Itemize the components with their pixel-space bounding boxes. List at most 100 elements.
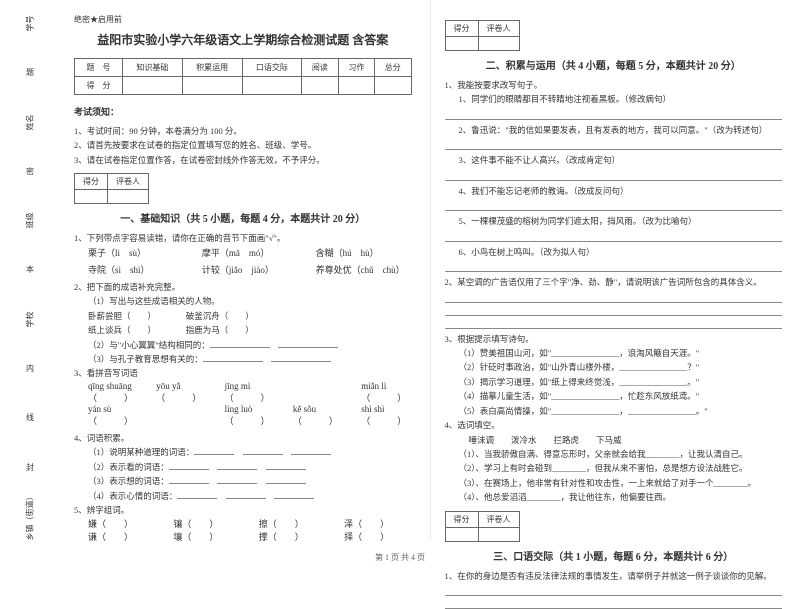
q5: 5、辨字组词。 — [74, 503, 412, 517]
th: 知识基础 — [123, 59, 183, 77]
margin-dash: 本 — [26, 264, 34, 275]
r-q4-item: （2）、学习上有时会碰到________，但我从来不害怕，总是想方设法战胜它。 — [445, 461, 783, 475]
margin-dash: 题 — [26, 67, 34, 78]
q2-sub: 卧薪尝胆（ ） 破釜沉舟（ ） — [74, 309, 412, 323]
answer-line — [445, 140, 783, 150]
r-sec3-q: 1、在你的身边是否有违反法律法规的事情发生，请举例子并就这一例子谈谈你的见解。 — [445, 569, 783, 583]
py: （ ） — [156, 391, 206, 404]
q1-cell: 栗子（lì sù） — [88, 246, 184, 259]
q1-cell: 养尊处优（chǔ chù） — [316, 263, 412, 276]
q3-row: （ ） （ ） （ ） （ ） — [74, 391, 412, 404]
py: líng luò — [225, 404, 275, 414]
margin-label-school: 学校 — [25, 311, 36, 327]
txt: （4）表示心情的词语： — [88, 491, 177, 501]
q4-sub: （2）表示看的词语： — [74, 460, 412, 474]
answer-line — [445, 586, 783, 596]
r-q4-item: （4）、他总爱滔滔________，我让他往东，他偏要往西。 — [445, 490, 783, 504]
r-q1: 1、我能按要求改写句子。 — [445, 78, 783, 92]
r-q3-item: （2）针砭时事政治，如"山外青山楼外楼，________________？" — [445, 360, 783, 374]
confidential-note: 绝密★启用前 — [74, 14, 412, 25]
q2-sub: （1）写出与这些成语相关的人物。 — [74, 294, 412, 308]
score-summary-table: 题 号 知识基础 积累运用 口语交际 阅读 习作 总分 得 分 — [74, 58, 412, 95]
cell: 得分 — [445, 511, 478, 527]
r-q3-item: （5）表白高尚情操，如"________________，___________… — [445, 404, 783, 418]
q4-sub: （3）表示想的词语： — [74, 474, 412, 488]
right-column: 得分评卷人 二、积累与运用（共 4 小题，每题 5 分，本题共计 20 分） 1… — [430, 0, 800, 540]
r-q1-item: 3、这件事不能不让人高兴。（改成肯定句） — [445, 153, 783, 167]
notice-item: 1、考试时间：90 分钟，本卷满分为 100 分。 — [74, 124, 412, 138]
r-q4: 4、选词填空。 — [445, 418, 783, 432]
txt: （1）说明某种道理的词语： — [88, 447, 194, 457]
answer-line — [445, 110, 783, 120]
margin-dash: 封 — [26, 462, 34, 473]
py: （ ） — [361, 414, 411, 427]
py: yōu yǎ — [156, 381, 206, 391]
q1-row: 栗子（lì sù） 摩平（mā mó） 含糊（hú hù） — [74, 246, 412, 259]
answer-line — [445, 201, 783, 211]
section-1-title: 一、基础知识（共 5 小题，每题 4 分，本题共计 20 分） — [74, 210, 412, 225]
py: （ ） — [88, 391, 138, 404]
answer-line — [445, 306, 783, 316]
py: kě sǒu — [293, 404, 343, 414]
cell: 撑（ ） — [259, 530, 326, 543]
q4-sub: （4）表示心情的词语： — [74, 489, 412, 503]
page-footer: 第 1 页 共 4 页 — [0, 552, 800, 563]
r-q1-item: 4、我们不能忘记老师的教诲。（改成反问句） — [445, 184, 783, 198]
cell: 择（ ） — [344, 530, 411, 543]
py — [156, 414, 206, 427]
q2: 2、把下面的成语补充完整。 — [74, 280, 412, 294]
notice-heading: 考试须知： — [74, 105, 412, 118]
answer-line — [445, 293, 783, 303]
r-q4-words: 唾沫调 泼冷水 拦路虎 下马威 — [445, 433, 783, 447]
r-q1-item: 2、鲁迅说："我的信如果要发表，且有发表的地方，我可以同意。"（改为转述句） — [445, 123, 783, 137]
r-q3: 3、根据提示填写诗句。 — [445, 332, 783, 346]
cell: 评卷人 — [108, 174, 149, 190]
q5-row: 谦（ ） 壤（ ） 撑（ ） 择（ ） — [74, 530, 412, 543]
answer-line — [445, 319, 783, 329]
th: 总分 — [375, 59, 411, 77]
q1: 1、下列带点字容易读错，请你在正确的音节下面画"√"。 — [74, 231, 412, 245]
py: miǎn lì — [361, 381, 411, 391]
left-column: 绝密★启用前 益阳市实验小学六年级语文上学期综合检测试题 含答案 题 号 知识基… — [60, 0, 430, 540]
cell: 擦（ ） — [259, 517, 326, 530]
margin-label-town: 乡镇（街道） — [25, 492, 36, 540]
q3-row: qīng shuāng yōu yǎ jīng mì miǎn lì — [74, 381, 412, 391]
py — [156, 404, 206, 414]
th: 习作 — [338, 59, 374, 77]
r-q1-item: 5、一棵棵茂盛的榕树为同学们遮太阳，挡风雨。（改为比喻句） — [445, 214, 783, 228]
q2-sub: （2）与"小心翼翼"结构相同的： — [74, 338, 412, 352]
row-label: 得 分 — [75, 77, 123, 95]
py: （ ） — [225, 391, 275, 404]
answer-line — [445, 171, 783, 181]
r-q4-item: （3）、在赛场上，他非常有针对性和攻击性，一上来就给了对手一个________。 — [445, 476, 783, 490]
cell: 得分 — [75, 174, 108, 190]
th: 积累运用 — [182, 59, 242, 77]
answer-line — [445, 262, 783, 272]
py: （ ） — [293, 414, 343, 427]
margin-label-class: 班级 — [25, 213, 36, 229]
py: shì shì — [361, 404, 411, 414]
margin-dash: 内 — [26, 363, 34, 374]
cell: 壤（ ） — [173, 530, 240, 543]
py: （ ） — [361, 391, 411, 404]
answer-line — [445, 599, 783, 609]
answer-line — [445, 232, 783, 242]
table-row: 题 号 知识基础 积累运用 口语交际 阅读 习作 总分 — [75, 59, 412, 77]
r-q3-item: （1）赞美祖国山河，如"________________，浪淘风簸自天涯。" — [445, 346, 783, 360]
th: 题 号 — [75, 59, 123, 77]
cell: 泽（ ） — [344, 517, 411, 530]
q1-cell: 含糊（hú hù） — [316, 246, 412, 259]
q1-row: 寺院（sì shì） 计较（jiǎo jiào） 养尊处优（chǔ chù） — [74, 263, 412, 276]
r-q3-item: （3）揭示学习道理，如"纸上得来终觉浅，________________。" — [445, 375, 783, 389]
margin-dash: 密 — [26, 166, 34, 177]
cell: 嫌（ ） — [88, 517, 155, 530]
r-q3-item: （4）描摹儿童生活，如"________________，忙趁东风放纸鸢。" — [445, 389, 783, 403]
table-row: 得 分 — [75, 77, 412, 95]
notice-item: 3、请在试卷指定位置作答，在试卷密封线外作答无效，不予评分。 — [74, 153, 412, 167]
q4: 4、词语积累。 — [74, 431, 412, 445]
marker-table: 得分评卷人 — [445, 511, 520, 542]
binding-margin: 学号 题 姓名 密 班级 本 学校 内 线 封 乡镇（街道） — [0, 0, 60, 540]
r-q1-item: 6、小鸟在树上鸣叫。（改为拟人句） — [445, 245, 783, 259]
py: jīng mì — [225, 381, 275, 391]
cell: 得分 — [445, 21, 478, 37]
